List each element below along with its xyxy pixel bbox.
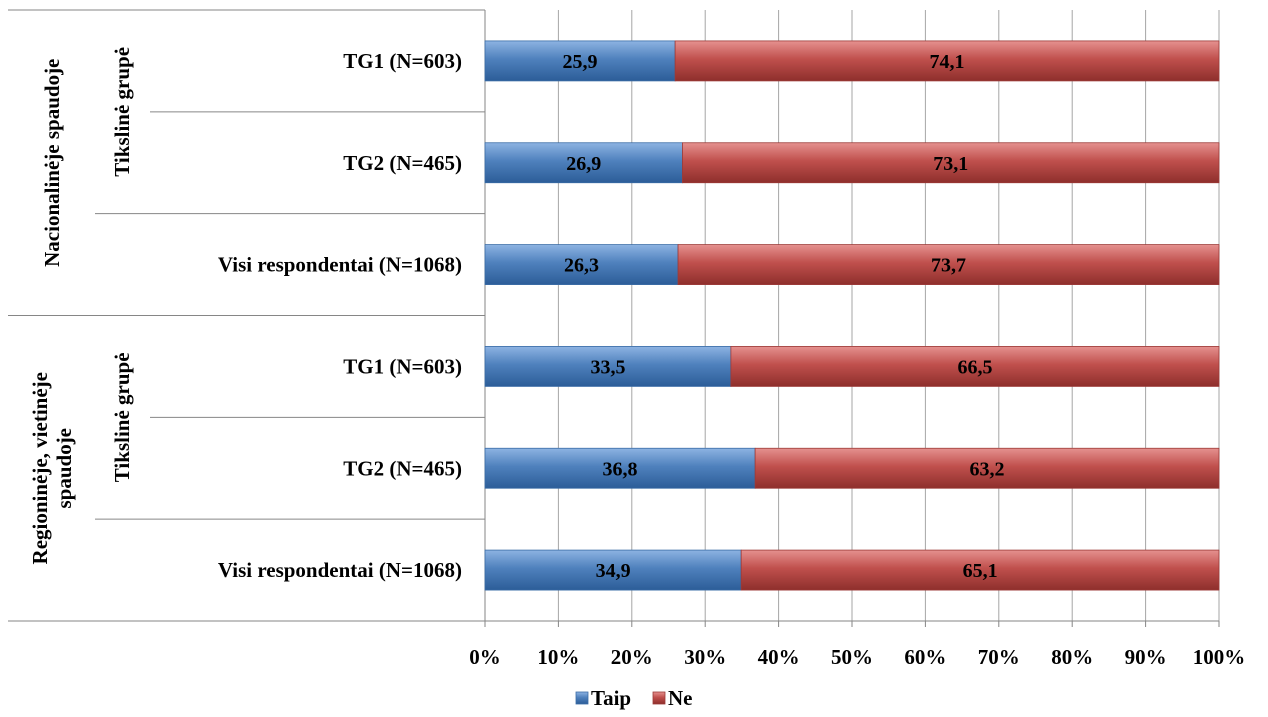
category-label-2: Visi respondentai (N=1068) <box>218 253 462 277</box>
data-label-taip-0: 25,9 <box>563 51 598 73</box>
bar-ne-2 <box>677 244 1220 285</box>
legend: Taip Ne <box>575 686 693 710</box>
data-label-ne-4: 63,2 <box>970 458 1005 480</box>
gridlines <box>484 10 1220 621</box>
data-label-taip-1: 26,9 <box>566 153 601 175</box>
bar-ne-5 <box>740 549 1220 591</box>
x-tick-label-10: 100% <box>1193 645 1246 669</box>
category-label-1: TG2 (N=465) <box>343 151 462 175</box>
data-label-ne-2: 73,7 <box>931 255 966 277</box>
bar-taip-1 <box>484 142 683 184</box>
category-label-4: TG2 (N=465) <box>343 456 462 480</box>
category-label-5: Visi respondentai (N=1068) <box>218 558 462 582</box>
data-label-taip-5: 34,9 <box>596 560 631 582</box>
x-tick-label-8: 80% <box>1051 645 1093 669</box>
group-label-0-line-0: Nacionalinėje spaudoje <box>40 59 64 267</box>
subgroup-label-0-0: Tikslinė grupė <box>110 47 134 177</box>
data-label-ne-1: 73,1 <box>933 153 968 175</box>
group-label-1-line-0: Regioninėje, vietinėje <box>28 372 52 564</box>
data-label-taip-2: 26,3 <box>564 255 599 277</box>
category-label-3: TG1 (N=603) <box>343 354 462 378</box>
x-tick-label-3: 30% <box>684 645 726 669</box>
data-label-ne-0: 74,1 <box>930 51 965 73</box>
x-tick-label-7: 70% <box>978 645 1020 669</box>
bar-ne-1 <box>682 142 1220 184</box>
legend-label-ne: Ne <box>668 686 693 710</box>
bar-ne-0 <box>674 40 1220 82</box>
x-tick-label-0: 0% <box>469 645 501 669</box>
x-tick-label-1: 10% <box>537 645 579 669</box>
bar-taip-4 <box>484 447 756 489</box>
data-label-taip-3: 33,5 <box>590 356 625 378</box>
x-tick-label-5: 50% <box>831 645 873 669</box>
legend-label-taip: Taip <box>591 686 631 710</box>
bar-taip-0 <box>484 40 676 82</box>
x-tick-label-6: 60% <box>904 645 946 669</box>
data-label-taip-4: 36,8 <box>603 458 638 480</box>
data-label-ne-3: 66,5 <box>957 356 992 378</box>
legend-swatch-taip <box>575 691 589 705</box>
x-tick-label-2: 20% <box>611 645 653 669</box>
subgroup-label-1-0: Tikslinė grupė <box>110 352 134 482</box>
group-label-1-line-1: spaudoje <box>52 428 76 509</box>
x-tick-label-9: 90% <box>1125 645 1167 669</box>
category-label-0: TG1 (N=603) <box>343 49 462 73</box>
bar-taip-2 <box>484 244 679 285</box>
category-axis: TG1 (N=603) TG2 (N=465) Visi respondentai … <box>8 9 1219 622</box>
x-tick-label-4: 40% <box>758 645 800 669</box>
bars: 25,9 74,1 26,9 73,1 26,3 73,7 33,5 66,5 36,8 63,2… <box>484 40 1220 591</box>
legend-swatch-ne <box>652 691 666 705</box>
bar-ne-3 <box>730 346 1220 387</box>
bar-ne-4 <box>754 447 1220 489</box>
x-axis-ticks: 0% 10% 20% 30% 40% 50% 60% 70% 80% 90% 100% <box>469 621 1245 669</box>
bar-taip-3 <box>484 346 732 387</box>
data-label-ne-5: 65,1 <box>963 560 998 582</box>
